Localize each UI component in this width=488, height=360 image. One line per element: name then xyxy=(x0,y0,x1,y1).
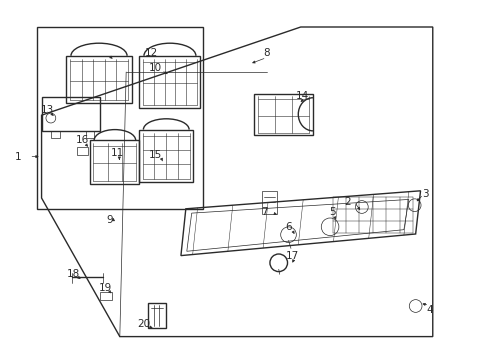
Text: 1: 1 xyxy=(15,152,22,162)
Bar xyxy=(51,131,60,138)
Text: 10: 10 xyxy=(149,63,162,73)
Text: 7: 7 xyxy=(260,207,267,217)
Bar xyxy=(66,56,132,103)
Bar xyxy=(139,56,200,108)
Bar xyxy=(100,292,112,300)
Bar xyxy=(90,140,139,184)
Bar xyxy=(254,94,312,135)
Bar xyxy=(37,27,203,209)
Text: 4: 4 xyxy=(425,305,432,315)
Text: 11: 11 xyxy=(110,148,124,158)
Text: 15: 15 xyxy=(148,150,162,160)
Text: 6: 6 xyxy=(285,222,291,232)
Text: 13: 13 xyxy=(41,105,55,115)
Bar xyxy=(139,130,193,182)
Text: 9: 9 xyxy=(106,215,113,225)
Text: 16: 16 xyxy=(75,135,89,145)
Text: 19: 19 xyxy=(98,283,112,293)
Bar xyxy=(77,147,88,155)
Text: 17: 17 xyxy=(285,251,299,261)
Text: 5: 5 xyxy=(328,207,335,217)
Bar xyxy=(85,131,94,138)
Text: 14: 14 xyxy=(295,91,308,102)
Text: 20: 20 xyxy=(138,319,150,329)
Text: 8: 8 xyxy=(263,48,269,58)
Text: 3: 3 xyxy=(421,189,428,199)
Text: 18: 18 xyxy=(66,269,80,279)
Text: 12: 12 xyxy=(144,48,158,58)
Bar xyxy=(147,303,166,328)
Bar xyxy=(261,191,277,214)
Text: 2: 2 xyxy=(343,197,350,207)
Bar xyxy=(41,97,100,131)
